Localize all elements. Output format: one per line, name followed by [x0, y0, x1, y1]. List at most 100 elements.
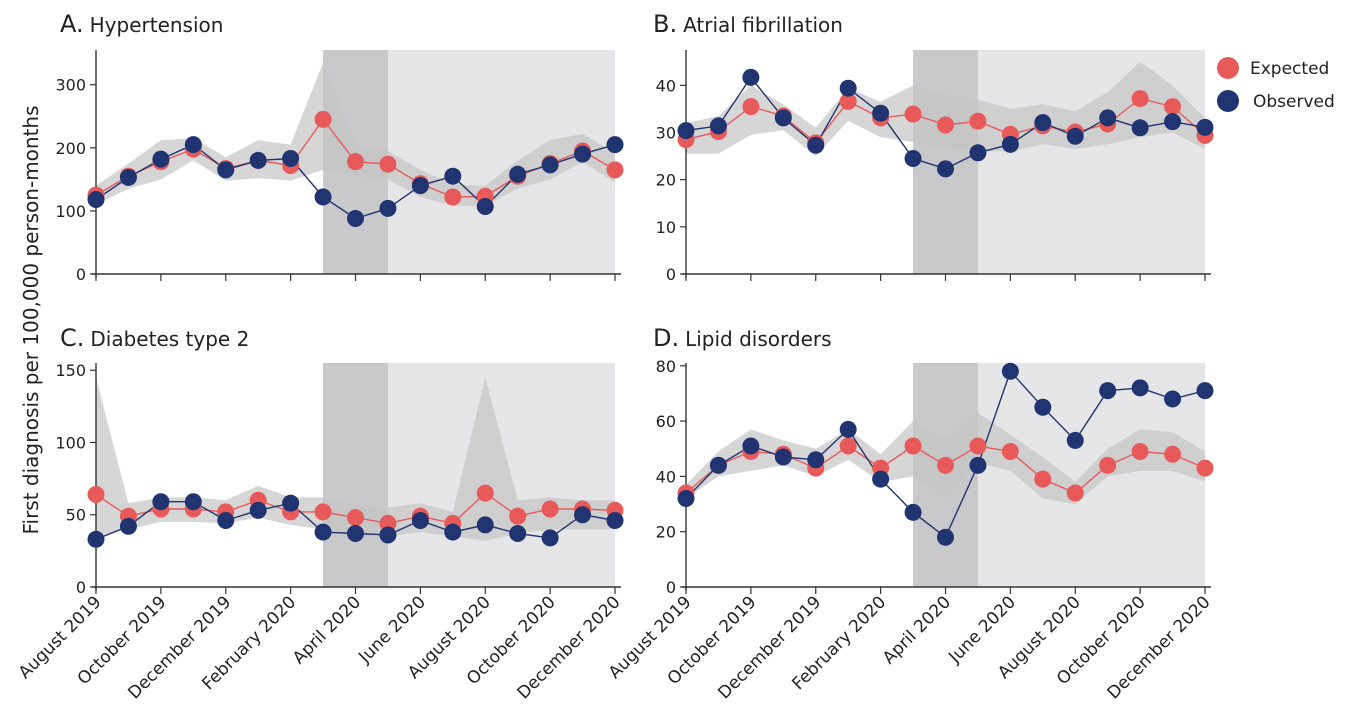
- expected-point: [969, 437, 987, 455]
- expected-point: [1164, 98, 1182, 116]
- observed-point: [541, 529, 559, 547]
- expected-point: [969, 112, 987, 130]
- observed-point: [1099, 109, 1117, 127]
- observed-point: [1131, 119, 1149, 137]
- observed-point: [87, 530, 105, 548]
- legend-observed-label: Observed: [1253, 92, 1335, 112]
- observed-point: [742, 68, 760, 86]
- observed-point: [1034, 398, 1052, 416]
- y-tick-label: 80: [656, 357, 676, 376]
- observed-point: [217, 161, 235, 179]
- observed-point: [347, 209, 364, 227]
- observed-point: [314, 523, 332, 541]
- legend-observed-marker: [1217, 90, 1239, 112]
- observed-point: [1099, 382, 1117, 400]
- observed-point: [574, 145, 592, 163]
- panel-title-atrial-fibrillation: B. Atrial fibrillation: [653, 10, 843, 38]
- observed-point: [249, 151, 267, 169]
- observed-point: [1196, 382, 1214, 400]
- observed-point: [379, 199, 397, 217]
- observed-point: [152, 150, 170, 168]
- observed-point: [872, 104, 890, 122]
- observed-point: [509, 165, 527, 183]
- expected-point: [1034, 470, 1052, 488]
- observed-point: [249, 501, 267, 519]
- observed-point: [184, 136, 202, 154]
- legend-expected-label: Expected: [1250, 59, 1329, 79]
- expected-point: [904, 437, 922, 455]
- expected-point: [87, 486, 105, 504]
- observed-point: [709, 117, 727, 135]
- panel-name: Atrial fibrillation: [683, 13, 843, 37]
- observed-point: [282, 150, 300, 168]
- y-tick-label: 40: [656, 76, 676, 95]
- observed-point: [119, 168, 137, 186]
- observed-point: [807, 451, 825, 469]
- y-tick-label: 0: [666, 265, 676, 284]
- observed-point: [1066, 431, 1084, 449]
- observed-point: [1001, 362, 1019, 380]
- expected-point: [1131, 90, 1149, 108]
- y-tick-label: 10: [656, 218, 676, 237]
- y-tick-label: 150: [55, 361, 86, 380]
- observed-point: [87, 191, 105, 209]
- y-tick-label: 20: [656, 171, 676, 190]
- expected-point: [314, 110, 332, 128]
- observed-point: [606, 512, 624, 530]
- legend-expected-marker: [1217, 57, 1239, 79]
- y-tick-label: 20: [656, 523, 676, 542]
- observed-point: [119, 517, 137, 535]
- y-tick-label: 60: [656, 412, 676, 431]
- observed-point: [1131, 379, 1149, 397]
- expected-point: [1131, 442, 1149, 460]
- x-tick-label: April 2020: [289, 592, 365, 668]
- expected-point: [1164, 445, 1182, 463]
- expected-point: [379, 155, 397, 173]
- observed-point: [152, 493, 170, 511]
- expected-point: [347, 153, 364, 171]
- observed-point: [217, 512, 235, 530]
- y-tick-label: 50: [66, 506, 86, 525]
- observed-point: [314, 188, 332, 206]
- expected-point: [937, 456, 954, 474]
- observed-point: [742, 437, 760, 455]
- panel-title-lipid-disorders: D. Lipid disorders: [653, 324, 832, 352]
- y-tick-label: 100: [55, 202, 86, 221]
- y-tick-label: 30: [656, 124, 676, 143]
- observed-point: [677, 122, 695, 140]
- observed-point: [282, 494, 300, 512]
- panel-name: Diabetes type 2: [90, 327, 249, 351]
- observed-point: [774, 109, 792, 127]
- observed-point: [1164, 390, 1182, 408]
- x-tick-label: April 2020: [879, 592, 955, 668]
- observed-point: [476, 516, 494, 534]
- expected-point: [509, 507, 527, 525]
- legend: Expected Observed: [1217, 57, 1335, 112]
- observed-point: [444, 167, 462, 185]
- expected-point: [1196, 459, 1214, 477]
- observed-point: [444, 523, 462, 541]
- y-tick-label: 200: [55, 139, 86, 158]
- expected-point: [606, 161, 624, 179]
- y-tick-label: 100: [55, 433, 86, 452]
- observed-point: [574, 506, 592, 524]
- observed-point: [1066, 127, 1084, 145]
- expected-point: [742, 98, 760, 116]
- observed-point: [541, 156, 559, 174]
- observed-point: [184, 493, 202, 511]
- observed-point: [347, 525, 364, 543]
- observed-point: [774, 448, 792, 466]
- expected-point: [476, 484, 494, 502]
- observed-point: [904, 503, 922, 521]
- observed-point: [1196, 118, 1214, 136]
- observed-point: [969, 456, 987, 474]
- observed-point: [411, 177, 429, 195]
- observed-point: [677, 490, 695, 508]
- observed-point: [709, 456, 727, 474]
- observed-point: [509, 525, 527, 543]
- y-axis-label: First diagnosis per 100,000 person-month…: [19, 105, 43, 534]
